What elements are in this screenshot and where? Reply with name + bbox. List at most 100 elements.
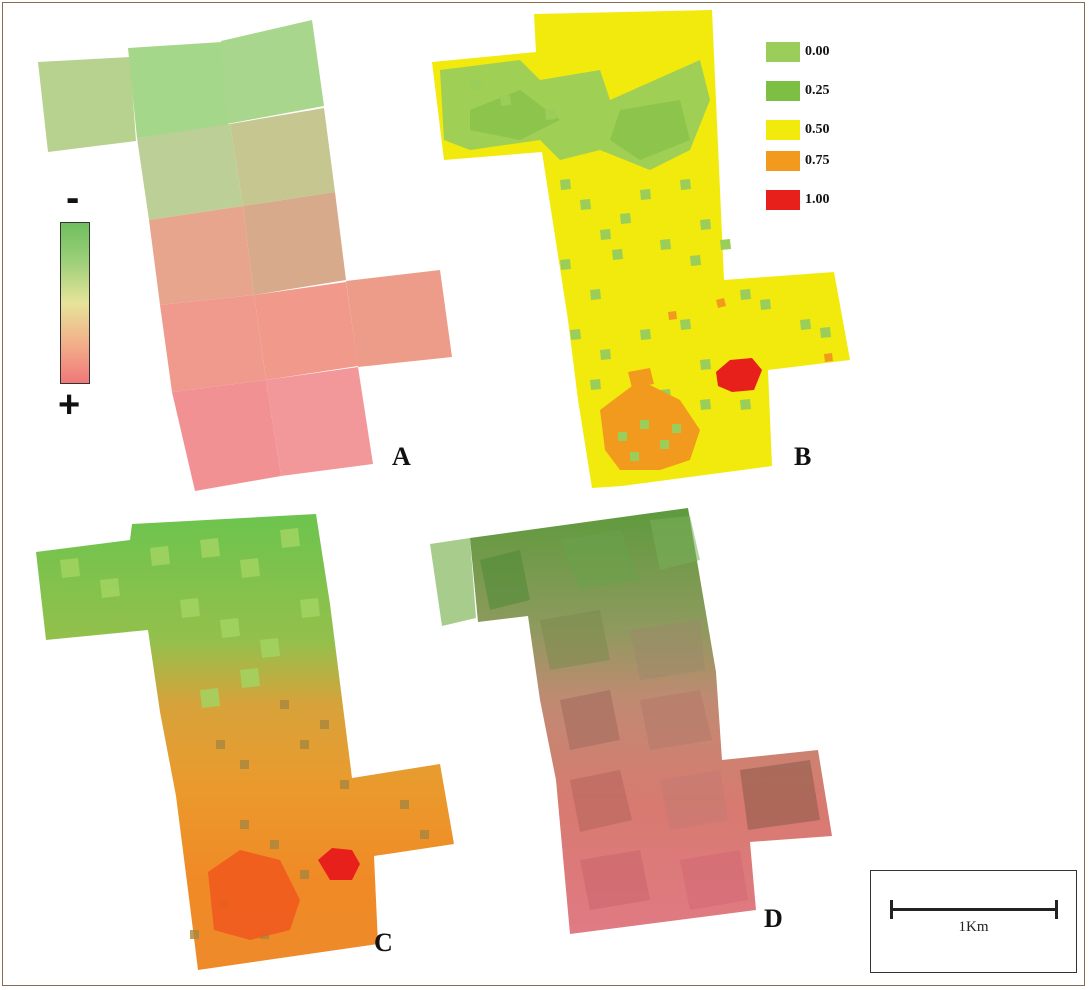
panel-b-orange-cell-0 bbox=[628, 368, 654, 388]
gradient-bottom-sign: + bbox=[58, 384, 81, 426]
panel-b-orange-region bbox=[600, 380, 700, 470]
panel-c-orange-region bbox=[208, 850, 300, 940]
panel-d-texture-7 bbox=[570, 770, 632, 832]
panel-d-texture-5 bbox=[560, 690, 620, 750]
legend-swatch-3 bbox=[766, 151, 800, 171]
panel-c-dark-cell-4 bbox=[320, 720, 329, 729]
panel-b-green-cell-20 bbox=[570, 329, 581, 340]
panel-a-cell-1 bbox=[128, 42, 228, 138]
panel-b-green-cell-16 bbox=[740, 289, 751, 300]
panel-c-light-cell-6 bbox=[180, 598, 200, 618]
panel-d-texture-9 bbox=[740, 760, 820, 830]
gradient-legend-bar bbox=[60, 222, 90, 384]
legend-entry-2: 0.50 bbox=[766, 119, 830, 141]
panel-b-green-cell-7 bbox=[640, 189, 651, 200]
panel-c-light-cell-3 bbox=[200, 538, 220, 558]
legend-label-2: 0.50 bbox=[805, 122, 830, 137]
panel-c-light-cell-11 bbox=[200, 688, 220, 708]
panel-c-dark-cell-6 bbox=[270, 840, 279, 849]
panel-b-green-cell-9 bbox=[700, 219, 711, 230]
panel-b-green-cell-28 bbox=[700, 399, 711, 410]
panel-a-cell-0 bbox=[38, 57, 136, 152]
scale-bar: 1Km bbox=[870, 870, 1077, 973]
legend-swatch-2 bbox=[766, 120, 800, 140]
scale-tick-right bbox=[1055, 900, 1058, 919]
panel-b-orange-cell-2 bbox=[668, 311, 677, 320]
panel-b-green-cell-29 bbox=[740, 399, 751, 410]
panel-b-green-cell-1 bbox=[500, 95, 511, 106]
panel-c-light-cell-4 bbox=[240, 558, 260, 578]
panel-a-cell-7 bbox=[160, 295, 266, 392]
legend-swatch-0 bbox=[766, 42, 800, 62]
panel-b-red-region bbox=[716, 358, 762, 392]
panel-a-cells bbox=[38, 20, 452, 491]
panel-b-green-cell-8 bbox=[680, 179, 691, 190]
legend-swatch-4 bbox=[766, 190, 800, 210]
panel-b-green-cell-11 bbox=[660, 239, 671, 250]
panel-c-dark-cell-1 bbox=[240, 760, 249, 769]
panel-c-dark-cell-9 bbox=[340, 780, 349, 789]
panel-d-texture-11 bbox=[680, 850, 748, 910]
legend-entry-0: 0.00 bbox=[766, 41, 830, 63]
panel-a-cell-2 bbox=[221, 20, 324, 124]
panel-b-green-cell-5 bbox=[600, 229, 611, 240]
panel-d-left-strip bbox=[430, 538, 476, 626]
panel-b-green-cell-26 bbox=[590, 379, 601, 390]
panel-a-cell-5 bbox=[149, 206, 254, 305]
panel-a-cell-4 bbox=[230, 108, 335, 206]
panel-b-green-cell-19 bbox=[820, 327, 831, 338]
panel-c-dark-cell-11 bbox=[420, 830, 429, 839]
legend-entry-3: 0.75 bbox=[766, 150, 830, 172]
legend-swatch-1 bbox=[766, 81, 800, 101]
panel-b-green-inner-2 bbox=[660, 440, 669, 449]
panel-b-green-inner-3 bbox=[630, 452, 639, 461]
panel-a-cell-10 bbox=[172, 380, 281, 491]
panel-c-red-region bbox=[318, 848, 360, 880]
panel-b-green-cell-10 bbox=[720, 239, 731, 250]
legend-label-0: 0.00 bbox=[805, 44, 830, 59]
panel-b-green-cell-0 bbox=[470, 79, 481, 90]
panel-b-cells bbox=[432, 10, 850, 488]
panel-b-green-cell-21 bbox=[600, 349, 611, 360]
panel-c-dark-cell-5 bbox=[240, 820, 249, 829]
panel-c-dark-cell-10 bbox=[400, 800, 409, 809]
panel-b-green-region-1 bbox=[470, 90, 560, 140]
panel-b-green-cell-2 bbox=[545, 109, 556, 120]
panel-c-dark-cell-0 bbox=[216, 740, 225, 749]
scale-line bbox=[891, 908, 1057, 911]
panel-c-light-cell-7 bbox=[220, 618, 240, 638]
panel-a-cell-6 bbox=[243, 192, 346, 295]
panel-c-light-cell-9 bbox=[300, 598, 320, 618]
legend-label-3: 0.75 bbox=[805, 153, 830, 168]
panel-c-dark-cell-7 bbox=[300, 870, 309, 879]
panel-b-green-cell-6 bbox=[620, 213, 631, 224]
panel-d-texture-4 bbox=[630, 620, 705, 680]
panel-d-texture-1 bbox=[560, 530, 640, 590]
panel-label-d: D bbox=[764, 904, 783, 933]
panel-b-green-cell-3 bbox=[560, 179, 571, 190]
panel-c-light-cell-1 bbox=[100, 578, 120, 598]
panel-d-texture-2 bbox=[650, 516, 700, 570]
panel-c-light-cell-2 bbox=[150, 546, 170, 566]
panel-b-green-inner-0 bbox=[618, 432, 627, 441]
panel-a-cell-9 bbox=[346, 270, 452, 367]
panel-b-green-cell-24 bbox=[700, 359, 711, 370]
panel-label-c: C bbox=[374, 928, 393, 957]
panel-b-green-region-2 bbox=[610, 100, 690, 160]
panel-c-light-cell-10 bbox=[240, 668, 260, 688]
panel-d-texture-0 bbox=[480, 550, 530, 610]
panel-c-dark-cell-2 bbox=[280, 700, 289, 709]
legend-entry-4: 1.00 bbox=[766, 189, 830, 211]
panel-d-texture-10 bbox=[580, 850, 650, 910]
panel-a-cell-3 bbox=[137, 124, 243, 220]
panel-b-orange-cell-3 bbox=[824, 353, 833, 362]
panel-d-texture-8 bbox=[660, 770, 728, 830]
panel-b-green-cell-4 bbox=[580, 199, 591, 210]
panel-b-green-cell-18 bbox=[800, 319, 811, 330]
panel-b-green-inner-1 bbox=[640, 420, 649, 429]
panel-c-cells bbox=[36, 514, 454, 970]
panel-d-texture-6 bbox=[640, 690, 712, 750]
panel-a-cell-8 bbox=[254, 282, 358, 380]
